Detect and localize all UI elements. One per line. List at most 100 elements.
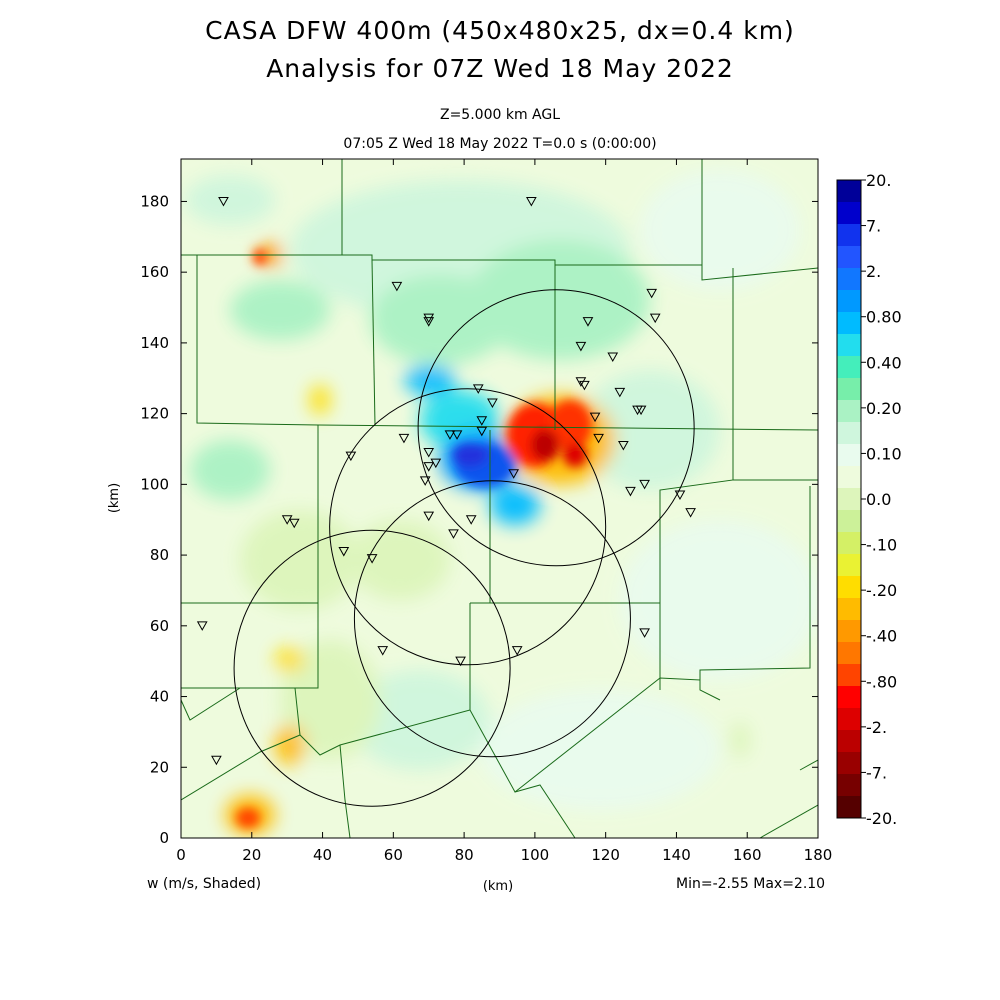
station-marker (196, 621, 208, 631)
min-max-label: Min=-2.55 Max=2.10 (676, 876, 826, 892)
y-tick-label: 80 (150, 546, 169, 564)
station-marker (211, 755, 222, 766)
colorbar-swatch (837, 686, 861, 709)
colorbar-swatch (837, 488, 861, 511)
colorbar-label: -7. (866, 763, 887, 782)
station-marker (589, 412, 601, 423)
station-marker (575, 341, 587, 352)
station-marker (423, 511, 435, 522)
colorbar-label: 0.10 (866, 444, 902, 463)
y-tick-label: 40 (150, 688, 169, 706)
station-marker (639, 628, 650, 638)
x-tick-label: 80 (455, 846, 474, 864)
radar-range-circle (233, 529, 511, 807)
colorbar-label: 20. (866, 171, 891, 190)
colorbar-label: 2. (866, 262, 881, 281)
colorbar-label: 7. (866, 217, 881, 236)
y-tick-label: 0 (159, 829, 169, 847)
station-marker (635, 405, 647, 416)
x-tick-label: 100 (521, 846, 550, 864)
county-boundaries (181, 159, 818, 838)
station-marker (649, 313, 661, 324)
station-marker (607, 352, 619, 363)
colorbar-swatch (837, 664, 861, 687)
station-marker (419, 476, 431, 486)
colorbar-label: -20. (866, 809, 897, 828)
radar-circles (233, 289, 695, 807)
colorbar-swatch (837, 730, 861, 753)
station-marker (288, 518, 300, 529)
level-label: Z=5.000 km AGL (439, 107, 561, 123)
station-marker (281, 515, 293, 525)
x-tick-label: 0 (176, 846, 186, 864)
station-marker (218, 196, 229, 207)
station-marker (423, 462, 435, 472)
colorbar-swatch (837, 708, 861, 731)
station-marker (579, 380, 590, 391)
station-marker (674, 490, 686, 500)
colorbar-label: 0.80 (866, 308, 902, 327)
colorbar-swatch (837, 510, 861, 533)
station-marker (476, 416, 488, 426)
time-label: 07:05 Z Wed 18 May 2022 T=0.0 s (0:00:00… (343, 136, 657, 152)
station-marker (685, 508, 696, 518)
y-tick-label: 140 (140, 334, 169, 352)
y-tick-label: 160 (140, 263, 169, 281)
chart-title-line-1: CASA DFW 400m (450x480x25, dx=0.4 km) (205, 16, 795, 45)
station-marker (508, 469, 520, 479)
station-marker (377, 646, 389, 656)
colorbar-swatch (837, 466, 861, 489)
colorbar-swatch (837, 532, 861, 555)
colorbar-label: -.10 (866, 536, 897, 555)
colorbar-swatch (837, 576, 861, 599)
colorbar-swatch (837, 774, 861, 797)
station-marker (476, 426, 488, 437)
station-marker (614, 387, 626, 398)
colorbar: 20. 7. 2. 0.80 0.40 0.20 0.10 0.0 -.10 -.20 -.40 -.… (836, 171, 902, 828)
colorbar-swatch (837, 422, 861, 445)
x-tick-label: 40 (313, 846, 332, 864)
x-tick-label: 140 (662, 846, 691, 864)
field-label: w (m/s, Shaded) (147, 876, 262, 892)
x-axis-label: (km) (483, 879, 513, 894)
colorbar-swatch (837, 202, 861, 225)
colorbar-swatch (837, 224, 861, 247)
colorbar-swatch (837, 246, 861, 269)
colorbar-label: -.80 (866, 672, 897, 691)
colorbar-swatch (837, 290, 861, 313)
colorbar-swatch (837, 598, 861, 621)
x-tick-label: 60 (384, 846, 403, 864)
station-marker (646, 288, 658, 299)
y-tick-label: 120 (140, 405, 169, 423)
y-tick-label: 20 (150, 758, 169, 776)
colorbar-swatch (837, 796, 861, 819)
station-marker (525, 196, 537, 207)
colorbar-swatch (837, 642, 861, 665)
chart-title-line-2: Analysis for 07Z Wed 18 May 2022 (266, 54, 734, 83)
colorbar-label: 0.40 (866, 353, 902, 372)
station-marker (451, 430, 463, 440)
station-marker (338, 547, 350, 557)
colorbar-swatch (837, 268, 861, 291)
colorbar-swatch (837, 378, 861, 401)
y-tick-label: 100 (140, 475, 169, 493)
colorbar-swatch (837, 752, 861, 775)
station-marker (423, 317, 435, 327)
radar-range-circle (417, 289, 695, 567)
colorbar-label: 0.20 (866, 399, 902, 418)
colorbar-label: -.40 (866, 627, 897, 646)
station-marker (444, 430, 456, 440)
radar-range-circle (353, 480, 631, 758)
colorbar-swatch (837, 180, 861, 203)
station-marker (639, 479, 650, 490)
station-marker (593, 433, 604, 444)
colorbar-swatch (837, 444, 861, 467)
colorbar-swatch (837, 312, 861, 335)
station-marker (448, 529, 459, 539)
station-marker (398, 433, 410, 444)
station-markers (196, 196, 696, 766)
y-axis-label: (km) (107, 483, 122, 513)
station-marker (618, 440, 629, 451)
colorbar-swatch (837, 334, 861, 357)
colorbar-swatch (837, 400, 861, 423)
